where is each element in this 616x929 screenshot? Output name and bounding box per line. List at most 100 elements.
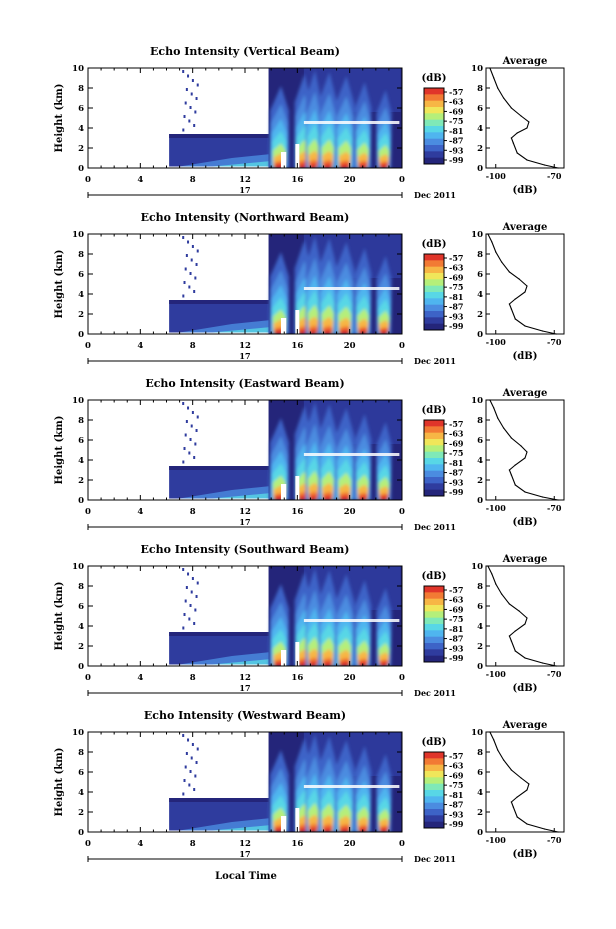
average-profile-point bbox=[520, 115, 522, 117]
colorbar-swatch bbox=[424, 266, 444, 274]
average-profile-line bbox=[489, 67, 559, 169]
average-y-tick-label: 2 bbox=[477, 476, 483, 486]
colorbar-swatch bbox=[424, 451, 444, 459]
colorbar-tick-label: -75 bbox=[449, 448, 463, 458]
x-tick-label: 8 bbox=[190, 673, 196, 683]
colorbar-swatch bbox=[424, 426, 444, 434]
average-y-tick-label: 4 bbox=[477, 124, 483, 134]
colorbar-swatch bbox=[424, 260, 444, 268]
average-profile-point bbox=[508, 469, 510, 471]
average-frame bbox=[485, 399, 565, 501]
average-profile-point bbox=[526, 617, 528, 619]
scatter-echo bbox=[196, 747, 199, 751]
colorbar-label: (dB) bbox=[422, 73, 447, 84]
colorbar-swatch bbox=[424, 771, 444, 778]
average-x-tick-label: -70 bbox=[547, 171, 562, 181]
y-tick-label: 8 bbox=[78, 748, 84, 758]
average-title: Average bbox=[502, 720, 548, 731]
colorbar-label: (dB) bbox=[422, 737, 447, 748]
scatter-echo bbox=[182, 568, 185, 571]
average-frame bbox=[485, 731, 565, 833]
average-profile-point bbox=[514, 464, 516, 466]
colorbar-tick-label: -87 bbox=[449, 136, 463, 146]
y-tick-label: 0 bbox=[78, 828, 84, 838]
x-tick-label: 0 bbox=[399, 507, 405, 517]
x-tick-label: 20 bbox=[344, 507, 356, 517]
colorbar-swatch bbox=[424, 292, 444, 299]
plume-3-level-7 bbox=[322, 163, 333, 168]
scatter-echo bbox=[193, 788, 196, 791]
plume-1-level-7 bbox=[297, 163, 308, 168]
colorbar-swatch bbox=[424, 777, 444, 785]
date-label: Dec 2011 bbox=[414, 356, 456, 366]
y-tick-label: 4 bbox=[78, 124, 84, 134]
y-tick-label: 6 bbox=[78, 270, 84, 280]
average-profile-point bbox=[514, 630, 516, 632]
scatter-echo bbox=[196, 249, 199, 253]
y-tick-label: 10 bbox=[72, 64, 84, 74]
y-tick-label: 4 bbox=[78, 622, 84, 632]
colorbar-swatch bbox=[424, 764, 444, 772]
colorbar-tick-label: -93 bbox=[449, 477, 464, 487]
echo-gap bbox=[295, 144, 300, 168]
colorbar-swatch bbox=[424, 643, 444, 650]
average-profile-point bbox=[524, 491, 526, 493]
y-tick-label: 8 bbox=[78, 582, 84, 592]
y-tick-label: 4 bbox=[78, 290, 84, 300]
scatter-echo bbox=[187, 572, 190, 576]
scatter-echo bbox=[187, 240, 190, 244]
scatter-echo bbox=[188, 783, 191, 787]
colorbar-swatch bbox=[424, 815, 444, 823]
average-y-tick-label: 10 bbox=[471, 562, 483, 572]
x-tick-label: 0 bbox=[85, 341, 91, 351]
scatter-echo bbox=[184, 599, 187, 603]
colorbar-swatch bbox=[424, 489, 444, 497]
panel-title: Echo Intensity (Southward Beam) bbox=[141, 543, 350, 556]
y-axis-label: Height (km) bbox=[54, 582, 65, 651]
surface-echo-strong bbox=[212, 327, 272, 333]
scatter-echo bbox=[190, 424, 193, 428]
average-profile-point bbox=[501, 261, 503, 263]
average-title: Average bbox=[502, 554, 548, 565]
colorbar-tick-label: -81 bbox=[449, 458, 463, 468]
scatter-echo bbox=[182, 236, 185, 239]
average-y-tick-label: 0 bbox=[477, 330, 483, 340]
average-profile-point bbox=[510, 107, 512, 109]
plume-layer bbox=[268, 734, 392, 832]
x-tick-label: 4 bbox=[137, 673, 143, 683]
colorbar-tick-label: -87 bbox=[449, 634, 463, 644]
average-profile-point bbox=[516, 132, 518, 134]
scatter-echo bbox=[194, 110, 197, 114]
scatter-echo bbox=[190, 756, 193, 760]
average-title: Average bbox=[502, 222, 548, 233]
colorbar-swatch bbox=[424, 598, 444, 606]
date-day-label: 17 bbox=[239, 849, 250, 859]
average-profile-point bbox=[510, 640, 512, 642]
heatmap bbox=[169, 566, 402, 666]
scatter-echo bbox=[190, 92, 193, 96]
colorbar-swatch bbox=[424, 439, 444, 446]
echo-gap bbox=[280, 650, 287, 666]
average-profile-point bbox=[502, 427, 505, 429]
plume-3-level-7 bbox=[322, 827, 333, 832]
date-label: Dec 2011 bbox=[414, 688, 456, 698]
scatter-echo bbox=[193, 622, 196, 625]
plume-1-level-7 bbox=[297, 329, 308, 334]
x-tick-label: 0 bbox=[85, 507, 91, 517]
average-profile-point bbox=[487, 565, 489, 567]
colorbar-frame bbox=[423, 751, 445, 829]
average-profile-point bbox=[520, 777, 522, 779]
average-profile-point bbox=[514, 650, 516, 652]
average-profile-point bbox=[510, 308, 512, 310]
colorbar-tick-label: -57 bbox=[449, 253, 463, 263]
colorbar-swatch bbox=[424, 586, 444, 593]
plume-3-level-7 bbox=[322, 661, 333, 666]
colorbar-tick-label: -99 bbox=[449, 819, 464, 829]
scatter-echo bbox=[191, 245, 194, 248]
average-profile-point bbox=[514, 484, 516, 486]
average-profile-point bbox=[502, 97, 505, 99]
average-y-tick-label: 6 bbox=[477, 104, 483, 114]
scatter-echo bbox=[185, 586, 188, 589]
date-day-label: 17 bbox=[239, 683, 250, 693]
